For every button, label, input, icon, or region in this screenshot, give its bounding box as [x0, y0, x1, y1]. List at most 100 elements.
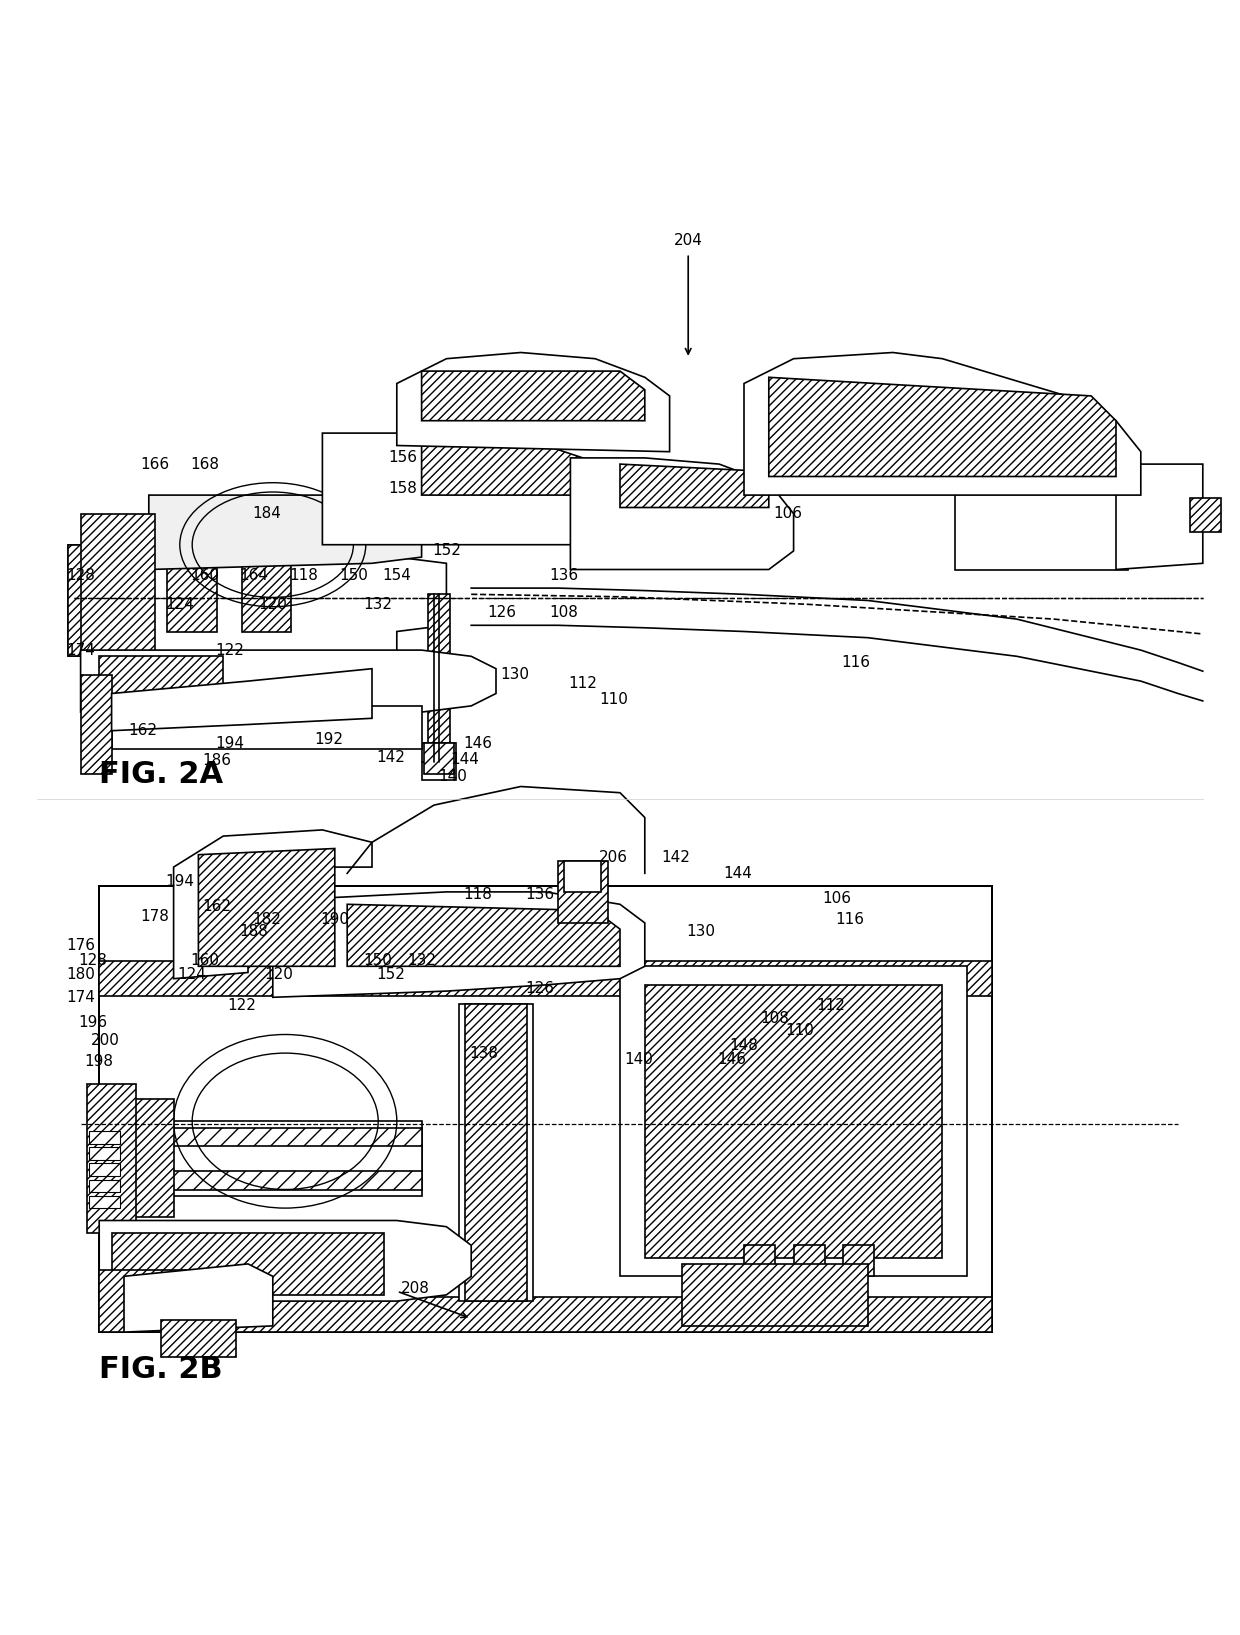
- Bar: [242, 564, 291, 631]
- Text: 142: 142: [376, 750, 405, 765]
- Text: 112: 112: [816, 999, 846, 1014]
- Text: 154: 154: [382, 569, 412, 584]
- Text: 128: 128: [78, 953, 108, 968]
- Polygon shape: [174, 831, 372, 979]
- Text: 192: 192: [314, 732, 343, 747]
- Bar: [81, 558, 155, 646]
- Polygon shape: [273, 893, 645, 997]
- Text: 144: 144: [450, 752, 480, 767]
- Text: 110: 110: [599, 692, 629, 708]
- Text: 158: 158: [388, 481, 418, 497]
- Text: 194: 194: [165, 875, 195, 889]
- Text: 208: 208: [401, 1282, 430, 1297]
- Bar: [99, 961, 992, 996]
- Text: 166: 166: [140, 456, 170, 471]
- Text: 120: 120: [264, 968, 294, 983]
- Text: 152: 152: [432, 543, 461, 559]
- Text: 168: 168: [190, 456, 219, 471]
- Bar: [68, 544, 99, 656]
- Text: 126: 126: [487, 605, 517, 620]
- Text: 124: 124: [177, 968, 207, 983]
- Polygon shape: [397, 353, 670, 451]
- Text: 136: 136: [549, 569, 579, 584]
- Text: 136: 136: [525, 886, 554, 903]
- Text: 160: 160: [190, 953, 219, 968]
- Text: 130: 130: [686, 924, 715, 938]
- Bar: [89, 1131, 120, 1143]
- Bar: [37, 818, 1203, 1364]
- Bar: [68, 544, 99, 656]
- Text: 180: 180: [66, 968, 95, 983]
- Text: 150: 150: [363, 953, 393, 968]
- Polygon shape: [112, 706, 422, 749]
- Text: 184: 184: [252, 507, 281, 522]
- Bar: [89, 1179, 120, 1192]
- Text: 146: 146: [717, 1051, 746, 1066]
- Text: 116: 116: [835, 912, 864, 927]
- Bar: [459, 1004, 533, 1301]
- Bar: [99, 886, 992, 1333]
- Text: 146: 146: [463, 736, 492, 750]
- Bar: [645, 984, 942, 1257]
- Text: 162: 162: [202, 899, 232, 914]
- Polygon shape: [81, 675, 112, 773]
- Bar: [167, 564, 217, 631]
- Text: 186: 186: [202, 754, 232, 768]
- Text: 190: 190: [320, 912, 350, 927]
- Text: 106: 106: [822, 891, 852, 906]
- Bar: [424, 742, 454, 773]
- Text: 156: 156: [388, 450, 418, 466]
- Text: 162: 162: [128, 723, 157, 737]
- Bar: [620, 966, 967, 1277]
- Polygon shape: [347, 904, 620, 966]
- Bar: [124, 1122, 422, 1195]
- Polygon shape: [149, 495, 422, 656]
- Polygon shape: [769, 378, 1116, 476]
- Bar: [465, 1004, 527, 1301]
- Polygon shape: [99, 520, 446, 669]
- Text: 152: 152: [376, 968, 405, 983]
- Text: 144: 144: [723, 867, 753, 881]
- Text: 120: 120: [258, 597, 288, 611]
- Text: 196: 196: [78, 1015, 108, 1030]
- Text: 148: 148: [729, 1038, 759, 1053]
- Bar: [124, 1128, 422, 1190]
- Text: 122: 122: [215, 643, 244, 657]
- Text: 140: 140: [624, 1051, 653, 1066]
- Text: 200: 200: [91, 1033, 120, 1048]
- Text: 106: 106: [773, 507, 802, 522]
- Bar: [99, 1270, 186, 1333]
- Polygon shape: [570, 458, 794, 569]
- Bar: [682, 1264, 868, 1326]
- Text: 174: 174: [66, 643, 95, 657]
- Bar: [422, 742, 456, 762]
- Text: 118: 118: [289, 569, 319, 584]
- Text: 174: 174: [66, 989, 95, 1006]
- Text: 194: 194: [215, 736, 244, 750]
- Polygon shape: [99, 656, 223, 706]
- Text: 206: 206: [599, 850, 629, 865]
- Polygon shape: [744, 353, 1141, 495]
- Text: FIG. 2B: FIG. 2B: [99, 1355, 223, 1383]
- Text: 164: 164: [239, 569, 269, 584]
- Bar: [1190, 497, 1221, 533]
- Bar: [89, 1164, 120, 1176]
- Polygon shape: [81, 513, 155, 675]
- Text: 132: 132: [363, 597, 393, 611]
- Bar: [99, 1298, 992, 1333]
- Text: 178: 178: [140, 909, 170, 924]
- Polygon shape: [1116, 464, 1203, 569]
- Text: 140: 140: [438, 768, 467, 785]
- Text: 132: 132: [407, 953, 436, 968]
- Polygon shape: [112, 669, 372, 731]
- Bar: [161, 1319, 236, 1357]
- Bar: [155, 576, 428, 625]
- Text: 142: 142: [661, 850, 691, 865]
- Bar: [155, 582, 428, 620]
- Bar: [564, 862, 601, 893]
- Text: 108: 108: [549, 605, 579, 620]
- Polygon shape: [322, 433, 620, 544]
- Text: 176: 176: [66, 938, 95, 953]
- Bar: [112, 1233, 384, 1295]
- Bar: [124, 1146, 422, 1171]
